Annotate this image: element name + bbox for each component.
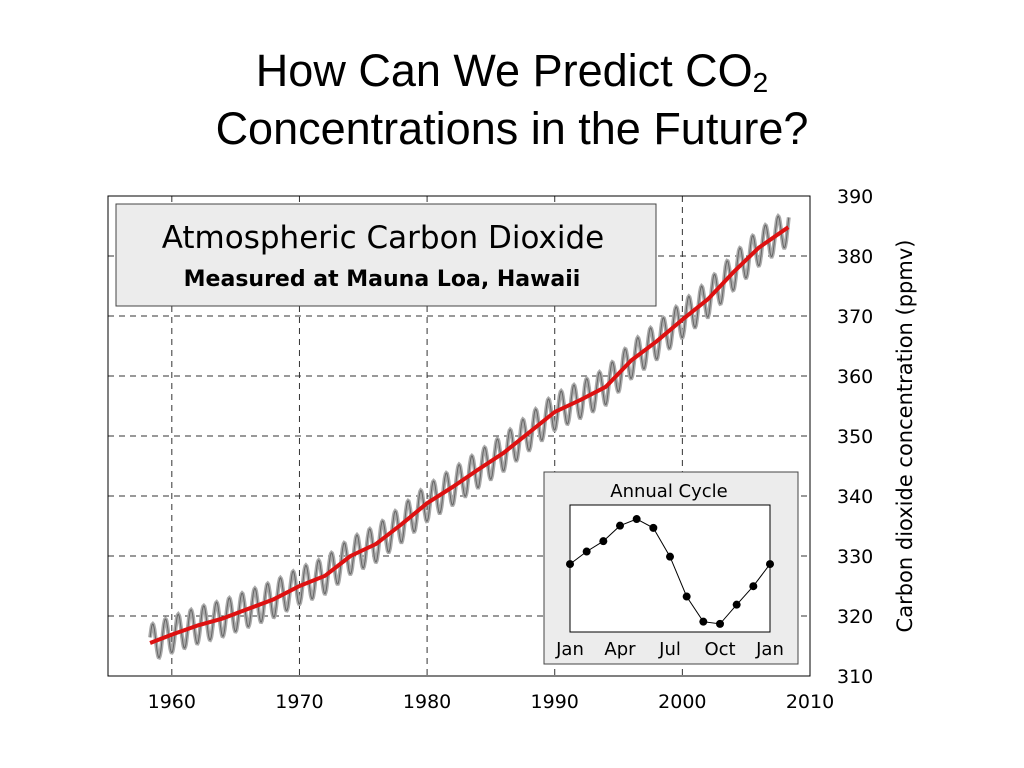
inset-point	[666, 552, 674, 561]
y-tick-label: 310	[837, 666, 873, 688]
y-axis-label: Carbon dioxide concentration (ppmv)	[893, 240, 917, 633]
slide-title: How Can We Predict CO2 Concentrations in…	[0, 42, 1024, 158]
inset-point	[649, 523, 658, 532]
title-subscript: 2	[752, 67, 769, 98]
inset-point	[716, 619, 724, 628]
y-tick-label: 320	[837, 606, 873, 628]
x-tick-label: 2000	[658, 691, 706, 713]
inset-x-tick-label: Apr	[604, 639, 636, 660]
inset-point	[682, 592, 691, 601]
title-box: Atmospheric Carbon Dioxide Measured at M…	[115, 203, 657, 307]
inset-point	[699, 617, 708, 626]
inset-point	[582, 547, 591, 556]
chart-title: Atmospheric Carbon Dioxide	[162, 220, 605, 256]
y-tick-label: 350	[837, 426, 873, 448]
inset-x-tick-label: Oct	[704, 639, 735, 660]
y-axis-ticks: 310 320 330 340 350 360 370 380 390	[837, 186, 873, 688]
inset-point	[766, 560, 774, 569]
inset-x-tick-label: Jul	[658, 639, 681, 660]
inset-point	[732, 600, 741, 609]
title-box-frame	[115, 203, 657, 307]
chart-subtitle: Measured at Mauna Loa, Hawaii	[184, 267, 581, 292]
inset-plot-frame	[569, 504, 771, 633]
inset-x-tick-label: Jan	[755, 639, 784, 660]
x-tick-label: 1990	[531, 691, 579, 713]
monthly-line-core	[149, 215, 790, 659]
inset-title: Annual Cycle	[610, 481, 727, 502]
x-tick-label: 1980	[403, 691, 451, 713]
inset-point	[749, 582, 758, 591]
trend-line	[149, 225, 790, 645]
inset-point	[599, 537, 608, 546]
inset-point	[566, 560, 574, 569]
inset-point	[632, 515, 641, 524]
inset-points	[566, 515, 774, 628]
x-axis-ticks: 1960 1970 1980 1990 2000 2010	[148, 691, 835, 713]
monthly-series	[148, 213, 791, 660]
y-tick-label: 340	[837, 486, 873, 508]
inset-x-ticks: Jan Apr Jul Oct Jan	[555, 639, 784, 660]
y-tick-label: 380	[837, 246, 873, 268]
x-tick-label: 1960	[148, 691, 196, 713]
title-line-1: How Can We Predict CO2	[255, 45, 769, 98]
trend-series	[149, 225, 790, 645]
inset-x-tick-label: Jan	[555, 639, 584, 660]
plot-frame	[107, 195, 811, 677]
inset-point	[616, 521, 624, 530]
y-tick-label: 360	[837, 366, 873, 388]
x-tick-label: 1970	[275, 691, 323, 713]
x-tick-label: 2010	[786, 691, 834, 713]
annual-cycle-inset: Annual Cycle Jan Apr Jul Oct Jan	[543, 471, 799, 665]
title-line-2: Concentrations in the Future?	[215, 103, 809, 154]
y-tick-label: 390	[837, 186, 873, 208]
y-tick-label: 370	[837, 306, 873, 328]
y-tick-label: 330	[837, 546, 873, 568]
